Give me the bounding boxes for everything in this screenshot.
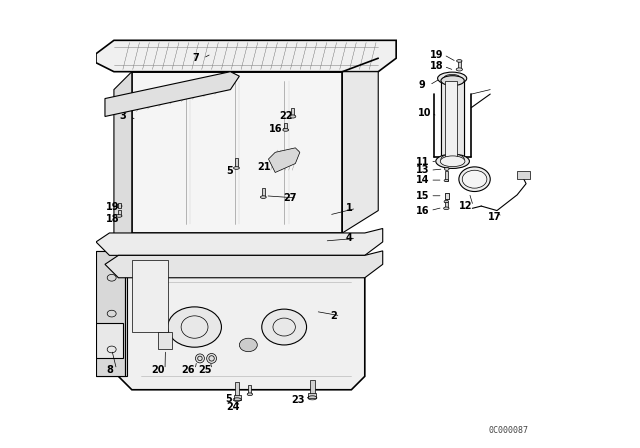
- Polygon shape: [105, 72, 239, 116]
- Bar: [445, 81, 457, 159]
- Text: 7: 7: [193, 53, 199, 63]
- Ellipse shape: [195, 354, 204, 363]
- Bar: [441, 81, 464, 159]
- Bar: [262, 188, 265, 197]
- Bar: [445, 202, 448, 208]
- Bar: [235, 158, 238, 168]
- Text: 18: 18: [429, 61, 444, 71]
- Polygon shape: [114, 72, 132, 251]
- Ellipse shape: [283, 129, 289, 131]
- Text: 4: 4: [346, 233, 353, 243]
- Ellipse shape: [457, 60, 462, 62]
- Ellipse shape: [459, 167, 490, 192]
- Ellipse shape: [260, 196, 266, 198]
- Text: 9: 9: [419, 80, 426, 90]
- Bar: [96, 251, 125, 376]
- Bar: [158, 332, 172, 349]
- Text: 0C000087: 0C000087: [488, 426, 528, 435]
- Text: 5: 5: [225, 394, 232, 404]
- Ellipse shape: [168, 307, 221, 347]
- Bar: [118, 210, 121, 216]
- Text: 16: 16: [416, 206, 430, 215]
- Ellipse shape: [444, 74, 461, 82]
- Bar: [248, 385, 252, 394]
- Bar: [445, 171, 448, 181]
- Polygon shape: [342, 72, 378, 233]
- Ellipse shape: [445, 168, 449, 171]
- Bar: [310, 380, 315, 394]
- Ellipse shape: [441, 76, 464, 86]
- Ellipse shape: [234, 167, 239, 169]
- Text: 13: 13: [416, 165, 430, 175]
- Bar: [235, 382, 239, 396]
- Ellipse shape: [116, 215, 122, 217]
- Ellipse shape: [462, 170, 487, 188]
- Text: 18: 18: [106, 214, 120, 224]
- Polygon shape: [118, 269, 365, 390]
- Ellipse shape: [456, 68, 463, 71]
- Text: 6: 6: [120, 103, 126, 112]
- Ellipse shape: [441, 154, 464, 164]
- Ellipse shape: [247, 393, 253, 396]
- Polygon shape: [132, 260, 168, 332]
- Text: 23: 23: [292, 395, 305, 405]
- Text: 26: 26: [181, 365, 195, 375]
- Bar: [96, 323, 123, 358]
- Polygon shape: [96, 251, 127, 376]
- Polygon shape: [269, 148, 300, 172]
- Text: 8: 8: [106, 365, 113, 375]
- Text: 1: 1: [346, 203, 353, 213]
- Text: 5: 5: [226, 166, 233, 176]
- Polygon shape: [132, 72, 342, 233]
- Ellipse shape: [290, 115, 296, 118]
- Text: 11: 11: [416, 157, 430, 167]
- Ellipse shape: [436, 154, 469, 168]
- Bar: [445, 193, 449, 199]
- Ellipse shape: [207, 353, 216, 363]
- Text: 14: 14: [416, 175, 430, 185]
- Text: 21: 21: [258, 162, 271, 172]
- Text: 22: 22: [279, 111, 292, 121]
- Text: 20: 20: [151, 365, 164, 375]
- Text: 25: 25: [198, 365, 212, 375]
- Text: 19: 19: [429, 50, 444, 60]
- Ellipse shape: [444, 200, 449, 203]
- Bar: [308, 393, 316, 398]
- Ellipse shape: [444, 207, 449, 210]
- Bar: [234, 395, 241, 400]
- Ellipse shape: [440, 156, 465, 167]
- Polygon shape: [96, 228, 383, 255]
- Text: 19: 19: [106, 202, 120, 212]
- Ellipse shape: [438, 72, 467, 85]
- Bar: [458, 61, 461, 68]
- Text: 12: 12: [460, 201, 473, 211]
- Text: 2: 2: [330, 311, 337, 321]
- Bar: [284, 123, 287, 130]
- Text: 27: 27: [284, 193, 297, 203]
- Text: 24: 24: [227, 402, 240, 412]
- Text: 3: 3: [120, 112, 126, 121]
- Ellipse shape: [262, 309, 307, 345]
- Bar: [291, 108, 294, 116]
- Ellipse shape: [444, 179, 449, 182]
- Text: 17: 17: [488, 212, 502, 222]
- Bar: [517, 171, 530, 179]
- Polygon shape: [105, 251, 383, 278]
- Bar: [118, 203, 121, 208]
- Text: 10: 10: [418, 108, 431, 118]
- Polygon shape: [96, 40, 396, 72]
- Text: 15: 15: [416, 191, 430, 201]
- Ellipse shape: [239, 338, 257, 352]
- Text: 16: 16: [269, 124, 283, 134]
